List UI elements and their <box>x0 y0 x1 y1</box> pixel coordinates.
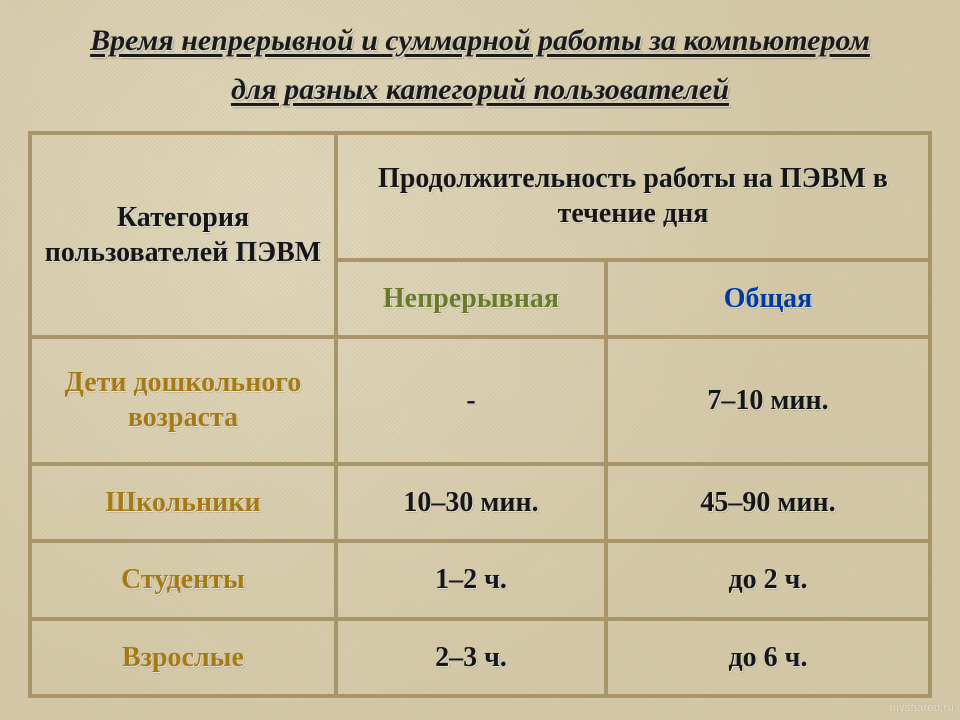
row-total: до 2 ч. <box>606 541 930 618</box>
slide: Время непрерывной и суммарной работы за … <box>0 0 960 720</box>
title-line-1: Время непрерывной и суммарной работы за … <box>28 18 932 63</box>
table-header-row-1: Категория пользователей ПЭВМ Продолжител… <box>30 133 930 260</box>
title-line-2: для разных категорий пользователей <box>28 63 932 117</box>
row-continuous: 10–30 мин. <box>336 464 606 541</box>
header-category: Категория пользователей ПЭВМ <box>30 133 336 337</box>
table-row: Школьники 10–30 мин. 45–90 мин. <box>30 464 930 541</box>
row-total: 7–10 мин. <box>606 337 930 464</box>
header-continuous: Непрерывная <box>336 260 606 337</box>
row-label: Взрослые <box>30 619 336 696</box>
watermark: myshared.ru <box>890 702 954 714</box>
duration-table: Категория пользователей ПЭВМ Продолжител… <box>28 131 932 698</box>
table-row: Студенты 1–2 ч. до 2 ч. <box>30 541 930 618</box>
row-total: до 6 ч. <box>606 619 930 696</box>
table-row: Взрослые 2–3 ч. до 6 ч. <box>30 619 930 696</box>
row-total: 45–90 мин. <box>606 464 930 541</box>
row-label: Дети дошкольного возраста <box>30 337 336 464</box>
header-duration: Продолжительность работы на ПЭВМ в течен… <box>336 133 930 260</box>
table-row: Дети дошкольного возраста - 7–10 мин. <box>30 337 930 464</box>
row-continuous: 2–3 ч. <box>336 619 606 696</box>
row-label: Школьники <box>30 464 336 541</box>
row-continuous: 1–2 ч. <box>336 541 606 618</box>
row-label: Студенты <box>30 541 336 618</box>
header-total: Общая <box>606 260 930 337</box>
slide-title: Время непрерывной и суммарной работы за … <box>28 18 932 117</box>
row-continuous: - <box>336 337 606 464</box>
